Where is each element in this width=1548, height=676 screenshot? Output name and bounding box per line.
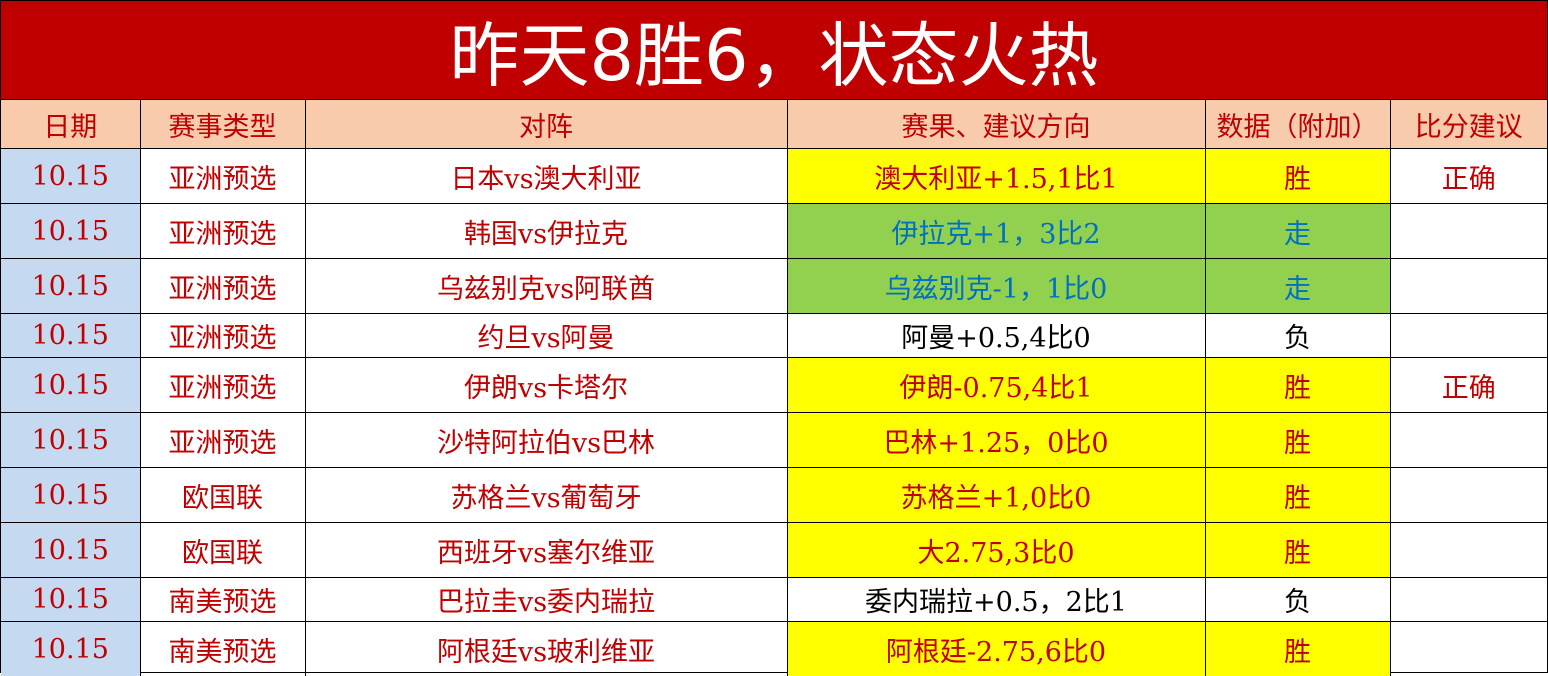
score-cell bbox=[1390, 413, 1547, 468]
date-cell: 10.15 bbox=[1, 149, 140, 204]
league-cell: 欧国联 bbox=[140, 468, 305, 523]
score-cell bbox=[1390, 578, 1547, 622]
league-cell: 亚洲预选 bbox=[140, 149, 305, 204]
league-cell: 亚洲预选 bbox=[140, 204, 305, 259]
match-cell: 韩国vs伊拉克 bbox=[305, 204, 787, 259]
pick-cell: 委内瑞拉+0.5，2比1 bbox=[787, 578, 1205, 622]
header-date: 日期 bbox=[1, 100, 140, 149]
date-cell: 10.15 bbox=[1, 358, 140, 413]
date-cell: 10.15 bbox=[1, 413, 140, 468]
pick-cell: 澳大利亚+1.5,1比1 bbox=[787, 149, 1205, 204]
match-cell: 乌兹别克vs阿联酋 bbox=[305, 259, 787, 314]
pick-cell: 苏格兰+1,0比0 bbox=[787, 468, 1205, 523]
result-cell: 胜 bbox=[1205, 622, 1390, 676]
score-cell bbox=[1390, 314, 1547, 358]
result-cell: 走 bbox=[1205, 204, 1390, 259]
date-cell: 10.15 bbox=[1, 259, 140, 314]
result-cell: 胜 bbox=[1205, 358, 1390, 413]
score-cell bbox=[1390, 204, 1547, 259]
match-cell: 约旦vs阿曼 bbox=[305, 314, 787, 358]
pick-cell: 巴林+1.25，0比0 bbox=[787, 413, 1205, 468]
match-cell: 苏格兰vs葡萄牙 bbox=[305, 468, 787, 523]
match-cell: 日本vs澳大利亚 bbox=[305, 149, 787, 204]
date-cell: 10.15 bbox=[1, 468, 140, 523]
score-cell bbox=[1390, 468, 1547, 523]
match-cell: 阿根廷vs玻利维亚 bbox=[305, 622, 787, 676]
pick-cell: 乌兹别克-1，1比0 bbox=[787, 259, 1205, 314]
header-score: 比分建议 bbox=[1390, 100, 1547, 149]
league-cell: 南美预选 bbox=[140, 578, 305, 622]
header-result: 数据（附加） bbox=[1205, 100, 1390, 149]
league-cell: 南美预选 bbox=[140, 622, 305, 676]
date-cell: 10.15 bbox=[1, 523, 140, 578]
pick-cell: 阿根廷-2.75,6比0 bbox=[787, 622, 1205, 676]
pick-cell: 大2.75,3比0 bbox=[787, 523, 1205, 578]
pick-cell: 伊拉克+1，3比2 bbox=[787, 204, 1205, 259]
header-pick: 赛果、建议方向 bbox=[787, 100, 1205, 149]
date-cell: 10.15 bbox=[1, 622, 140, 676]
result-cell: 胜 bbox=[1205, 523, 1390, 578]
match-cell: 西班牙vs塞尔维亚 bbox=[305, 523, 787, 578]
match-cell: 沙特阿拉伯vs巴林 bbox=[305, 413, 787, 468]
league-cell: 亚洲预选 bbox=[140, 413, 305, 468]
header-match: 对阵 bbox=[305, 100, 787, 149]
league-cell: 亚洲预选 bbox=[140, 314, 305, 358]
score-cell: 正确 bbox=[1390, 358, 1547, 413]
score-cell bbox=[1390, 259, 1547, 314]
result-cell: 胜 bbox=[1205, 468, 1390, 523]
pick-cell: 阿曼+0.5,4比0 bbox=[787, 314, 1205, 358]
match-cell: 伊朗vs卡塔尔 bbox=[305, 358, 787, 413]
date-cell: 10.15 bbox=[1, 578, 140, 622]
result-cell: 胜 bbox=[1205, 149, 1390, 204]
score-cell: 正确 bbox=[1390, 149, 1547, 204]
header-league: 赛事类型 bbox=[140, 100, 305, 149]
league-cell: 亚洲预选 bbox=[140, 259, 305, 314]
pick-cell: 伊朗-0.75,4比1 bbox=[787, 358, 1205, 413]
result-cell: 胜 bbox=[1205, 413, 1390, 468]
league-cell: 亚洲预选 bbox=[140, 358, 305, 413]
result-cell: 负 bbox=[1205, 578, 1390, 622]
league-cell: 欧国联 bbox=[140, 523, 305, 578]
page-title: 昨天8胜6，状态火热 bbox=[1, 1, 1547, 100]
result-cell: 走 bbox=[1205, 259, 1390, 314]
result-cell: 负 bbox=[1205, 314, 1390, 358]
score-cell bbox=[1390, 622, 1547, 676]
date-cell: 10.15 bbox=[1, 314, 140, 358]
match-cell: 巴拉圭vs委内瑞拉 bbox=[305, 578, 787, 622]
score-cell bbox=[1390, 523, 1547, 578]
date-cell: 10.15 bbox=[1, 204, 140, 259]
